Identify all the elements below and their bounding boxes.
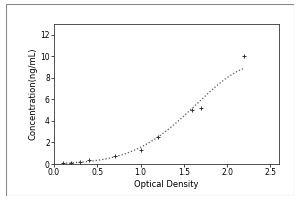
X-axis label: Optical Density: Optical Density xyxy=(134,180,199,189)
Y-axis label: Concentration(ng/mL): Concentration(ng/mL) xyxy=(28,48,38,140)
